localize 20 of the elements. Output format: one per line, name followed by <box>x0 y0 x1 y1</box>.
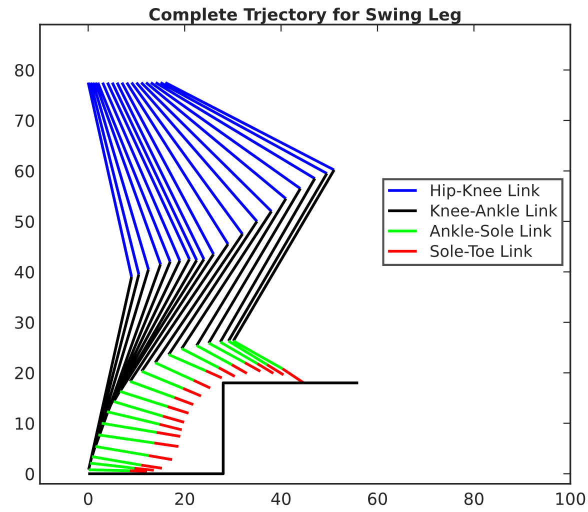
y-tick-label: 60 <box>15 164 34 178</box>
x-tick-label: 40 <box>271 492 291 506</box>
legend-label: Hip-Knee Link <box>431 184 540 200</box>
y-tick-label: 40 <box>14 266 34 278</box>
x-tick-label: 60 <box>368 492 387 506</box>
legend-label: Knee-Ankle Link <box>431 204 558 217</box>
legend-label: Ankle-Sole Link <box>430 224 552 237</box>
y-tick-label: 10 <box>16 417 34 430</box>
x-tick-label: 80 <box>464 492 484 506</box>
y-tick-label: 20 <box>15 366 34 380</box>
x-tick-label: 0 <box>84 492 92 506</box>
x-tick-label: 20 <box>175 492 194 506</box>
y-tick-label: 80 <box>15 64 34 77</box>
x-tick-label: 100 <box>556 492 586 506</box>
chart-title: Complete Trjectory for Swing Leg <box>149 8 460 24</box>
y-tick-label: 30 <box>15 316 34 329</box>
y-tick-label: 70 <box>15 114 34 128</box>
y-tick-label: 50 <box>15 215 34 228</box>
y-tick-label: 0 <box>26 468 34 480</box>
legend-label: Sole-Toe Link <box>430 244 532 258</box>
